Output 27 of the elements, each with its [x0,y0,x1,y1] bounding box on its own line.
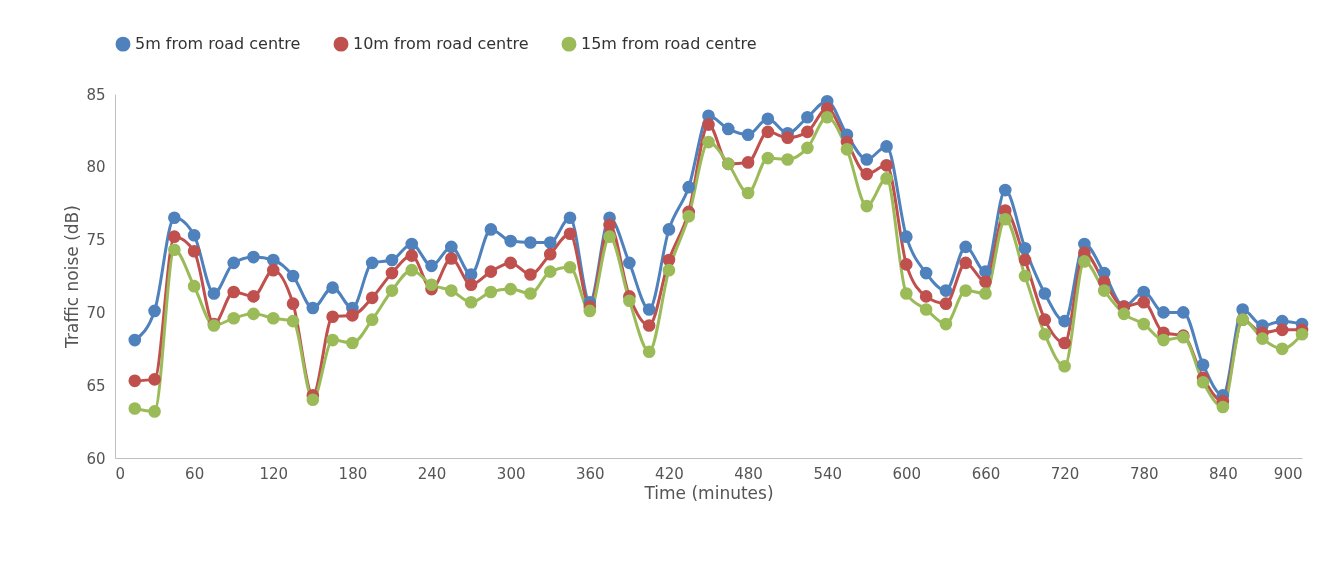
x-axis-title: Time (minutes) [643,482,774,503]
y-tick-label: 70 [86,303,106,322]
x-tick-label: 840 [1209,464,1238,483]
x-tick-label: 720 [1050,464,1080,483]
x-tick-label: 60 [185,464,205,483]
y-tick-label: 80 [86,158,106,177]
legend-label: 5m from road centre [135,34,301,54]
legend-label: 10m from road centre [353,34,529,54]
x-tick-label: 0 [115,464,126,483]
y-tick-label: 65 [86,376,106,395]
x-tick-label: 420 [655,464,684,483]
x-tick-label: 780 [1129,464,1159,483]
x-tick-label: 240 [417,464,447,483]
y-tick-label: 60 [86,449,106,468]
x-tick-label: 180 [338,464,368,483]
x-tick-label: 120 [259,464,289,483]
x-tick-label: 900 [1273,464,1303,483]
legend-label: 15m from road centre [581,34,757,54]
x-tick-label: 480 [734,464,763,483]
y-tick-label: 85 [86,85,106,104]
x-tick-label: 660 [971,464,1001,483]
y-tick-label: 75 [86,231,106,250]
x-tick-label: 600 [892,464,922,483]
x-tick-label: 360 [575,464,605,483]
y-axis-title: Traffic noise (dB) [62,205,83,349]
x-tick-label: 540 [813,464,843,483]
x-tick-label: 300 [496,464,526,483]
